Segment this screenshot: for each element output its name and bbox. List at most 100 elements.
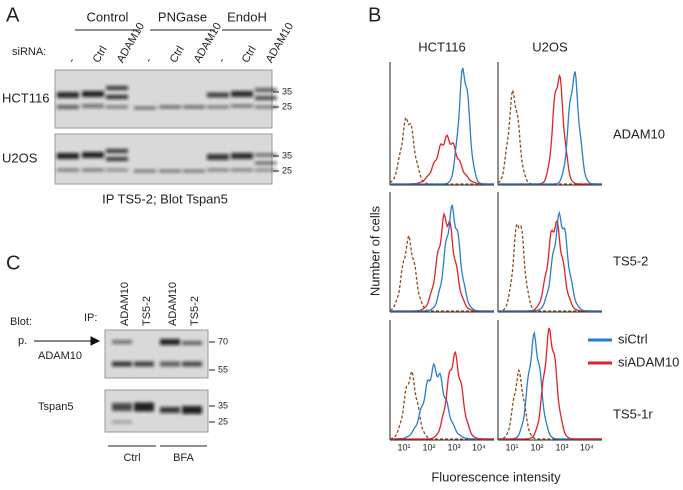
band <box>112 420 132 424</box>
blot-label: Blot: <box>10 316 32 328</box>
histogram <box>498 71 602 185</box>
blot-name: ADAM10 <box>38 350 82 362</box>
lane-label: - <box>66 55 78 64</box>
histogram <box>390 362 494 440</box>
lane-label: - <box>216 55 228 64</box>
band <box>106 95 128 99</box>
x-tick-label: 10⁴ <box>580 442 594 452</box>
band <box>207 92 229 98</box>
band <box>160 339 180 345</box>
band <box>134 106 156 110</box>
lane-label: Ctrl <box>240 44 259 65</box>
lane-label: ADAM10 <box>264 21 296 65</box>
histogram <box>498 327 602 440</box>
band <box>255 105 277 109</box>
band <box>207 154 229 160</box>
band <box>231 104 253 108</box>
band <box>183 169 205 173</box>
marker-label: 35 <box>282 86 292 96</box>
band <box>255 153 277 157</box>
band <box>106 149 128 153</box>
marker-label: 25 <box>282 165 292 175</box>
group-label: Control <box>87 9 129 24</box>
x-tick-label: 10⁴ <box>472 442 486 452</box>
x-tick-label: 10¹ <box>505 442 518 452</box>
panel-label: A <box>6 4 20 26</box>
band <box>134 361 154 367</box>
band <box>207 168 229 172</box>
blot-name: Tspan5 <box>38 401 73 413</box>
cell-line-label: U2OS <box>2 150 38 165</box>
x-tick-label: 10² <box>422 442 435 452</box>
marker-label: 70 <box>218 336 228 346</box>
marker-label: 25 <box>282 101 292 111</box>
histogram <box>498 210 602 312</box>
band <box>207 105 229 109</box>
histogram <box>390 204 494 312</box>
histogram <box>497 90 602 185</box>
x-tick-label: 10³ <box>447 442 460 452</box>
histogram <box>390 211 494 312</box>
x-tick-label: 10² <box>530 442 543 452</box>
band <box>255 96 277 100</box>
column-label: HCT116 <box>418 39 465 54</box>
band <box>231 168 253 172</box>
lane-label: ADAM10 <box>119 282 131 326</box>
sirna-label: siRNA: <box>12 46 46 58</box>
band <box>134 402 154 412</box>
x-tick-label: 10³ <box>555 442 568 452</box>
band <box>82 91 104 97</box>
band <box>82 168 104 172</box>
marker-label: 35 <box>218 400 228 410</box>
marker-label: 25 <box>218 416 228 426</box>
condition-label: BFA <box>173 452 194 464</box>
x-axis-label: Fluorescence intensity <box>431 469 561 484</box>
row-label: TS5-1r <box>613 406 653 421</box>
caption: IP TS5-2; Blot Tspan5 <box>102 191 228 206</box>
band <box>182 361 202 367</box>
band <box>183 105 205 109</box>
lane-label: Ctrl <box>91 44 110 65</box>
arrow-label: p. <box>18 335 27 347</box>
histogram <box>390 134 494 185</box>
row-label: TS5-2 <box>613 253 648 268</box>
band <box>57 105 79 109</box>
band <box>106 86 128 90</box>
band <box>57 153 79 159</box>
lane-label: TS5-2 <box>141 296 153 326</box>
histogram <box>390 350 494 440</box>
band <box>255 161 277 165</box>
histogram <box>389 116 494 185</box>
group-label: PNGase <box>158 9 207 24</box>
histogram <box>498 219 602 312</box>
panel-label: B <box>368 4 381 26</box>
column-label: U2OS <box>532 39 568 54</box>
band <box>57 92 79 98</box>
legend-label: siCtrl <box>618 331 648 346</box>
histogram <box>390 67 494 185</box>
band <box>159 105 181 109</box>
band <box>106 105 128 109</box>
lane-label: - <box>143 55 155 64</box>
legend-label: siADAM10 <box>618 354 679 369</box>
band <box>182 341 202 345</box>
histogram <box>498 330 602 440</box>
lane-label: Ctrl <box>168 44 187 65</box>
marker-label: 35 <box>282 150 292 160</box>
band <box>82 152 104 158</box>
ip-label: IP: <box>84 312 97 324</box>
lane-label: ADAM10 <box>167 282 179 326</box>
group-label: EndoH <box>227 9 267 24</box>
marker-label: 55 <box>218 364 228 374</box>
band <box>255 88 277 92</box>
lane-label: TS5-2 <box>189 296 201 326</box>
y-axis-label: Number of cells <box>367 205 382 296</box>
arrow <box>34 336 101 346</box>
band <box>106 168 128 172</box>
band <box>255 168 277 172</box>
band <box>231 153 253 159</box>
panel-label: C <box>6 252 20 274</box>
band <box>160 407 180 413</box>
band <box>112 361 132 367</box>
